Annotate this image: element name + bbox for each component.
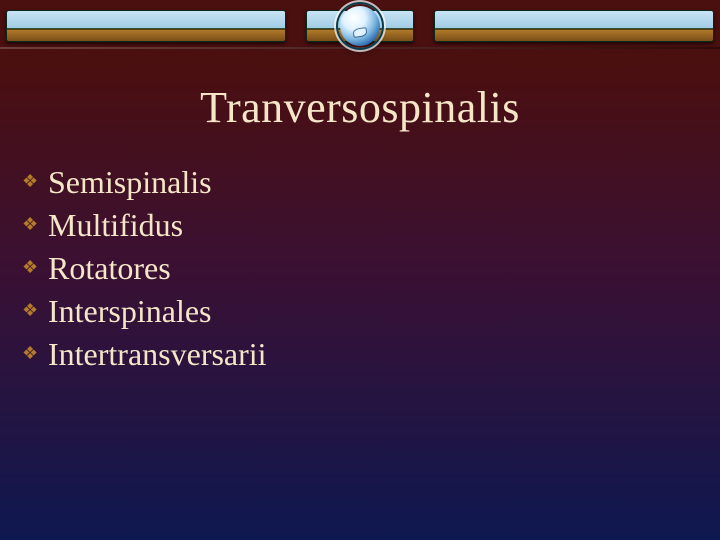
- header-orb: [338, 4, 382, 48]
- slide-title: Tranversospinalis: [18, 82, 702, 133]
- list-item-label: Multifidus: [48, 204, 183, 247]
- list-item: ❖ Semispinalis: [22, 161, 702, 204]
- orb-sphere: [340, 6, 380, 46]
- list-item: ❖ Multifidus: [22, 204, 702, 247]
- list-item-label: Intertransversarii: [48, 333, 267, 376]
- header-bar: [0, 0, 720, 52]
- list-item: ❖ Rotatores: [22, 247, 702, 290]
- diamond-bullet-icon: ❖: [22, 301, 42, 319]
- list-item: ❖ Interspinales: [22, 290, 702, 333]
- diamond-bullet-icon: ❖: [22, 172, 42, 190]
- list-item-label: Interspinales: [48, 290, 212, 333]
- list-item-label: Semispinalis: [48, 161, 212, 204]
- diamond-bullet-icon: ❖: [22, 215, 42, 233]
- list-item-label: Rotatores: [48, 247, 171, 290]
- slide-content: Tranversospinalis ❖ Semispinalis ❖ Multi…: [0, 52, 720, 540]
- slide: Tranversospinalis ❖ Semispinalis ❖ Multi…: [0, 0, 720, 540]
- list-item: ❖ Intertransversarii: [22, 333, 702, 376]
- header-panel-left: [6, 10, 286, 42]
- diamond-bullet-icon: ❖: [22, 258, 42, 276]
- panel-ground: [435, 29, 713, 41]
- panel-ground: [7, 29, 285, 41]
- panel-sky: [435, 11, 713, 29]
- bullet-list: ❖ Semispinalis ❖ Multifidus ❖ Rotatores …: [18, 161, 702, 375]
- diamond-bullet-icon: ❖: [22, 344, 42, 362]
- header-panel-right: [434, 10, 714, 42]
- panel-sky: [7, 11, 285, 29]
